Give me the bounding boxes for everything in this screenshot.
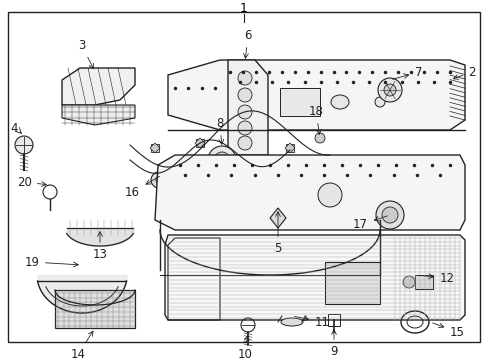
Circle shape (317, 183, 341, 207)
Polygon shape (195, 138, 204, 148)
Polygon shape (62, 68, 135, 105)
Polygon shape (164, 235, 464, 320)
Ellipse shape (374, 97, 384, 107)
Text: 5: 5 (274, 212, 281, 255)
Text: 13: 13 (92, 232, 107, 261)
Circle shape (402, 276, 414, 288)
Bar (280, 88, 319, 116)
Circle shape (238, 105, 251, 119)
Circle shape (15, 136, 33, 154)
Bar (151, 144, 159, 152)
Bar (55, 290, 135, 328)
Text: 16: 16 (125, 176, 159, 198)
Circle shape (238, 136, 251, 150)
Text: 8: 8 (216, 117, 223, 144)
Polygon shape (150, 143, 160, 153)
Ellipse shape (156, 175, 168, 185)
Text: 18: 18 (308, 105, 323, 134)
Text: 11: 11 (294, 315, 329, 328)
Text: 2: 2 (452, 66, 474, 79)
Ellipse shape (151, 171, 173, 189)
Text: 14: 14 (70, 331, 93, 360)
Circle shape (207, 146, 236, 174)
Bar (327, 314, 339, 326)
Polygon shape (285, 143, 294, 153)
Bar (414, 275, 432, 289)
Text: 3: 3 (78, 39, 93, 69)
Ellipse shape (281, 318, 303, 326)
Text: 9: 9 (329, 330, 337, 358)
Ellipse shape (330, 95, 348, 109)
Bar (285, 144, 293, 152)
Text: 17: 17 (352, 216, 386, 231)
Polygon shape (249, 147, 260, 157)
Text: 20: 20 (17, 175, 46, 189)
Circle shape (381, 207, 397, 223)
Bar (196, 139, 203, 147)
Circle shape (383, 84, 395, 96)
Text: 6: 6 (243, 29, 251, 58)
Circle shape (238, 71, 251, 85)
Polygon shape (62, 105, 135, 125)
Bar (325, 262, 379, 304)
Polygon shape (168, 60, 464, 130)
Circle shape (314, 133, 325, 143)
Text: 7: 7 (392, 66, 422, 79)
Text: 12: 12 (417, 271, 454, 284)
Circle shape (375, 201, 403, 229)
Text: 19: 19 (25, 256, 78, 269)
Text: 15: 15 (432, 323, 464, 338)
Polygon shape (269, 208, 285, 228)
Text: 4: 4 (10, 122, 18, 135)
Polygon shape (155, 155, 464, 230)
Circle shape (214, 152, 229, 168)
Polygon shape (227, 60, 267, 155)
Circle shape (238, 121, 251, 135)
Circle shape (238, 88, 251, 102)
Text: 1: 1 (240, 1, 247, 14)
Bar (250, 148, 259, 156)
Text: 10: 10 (237, 336, 252, 360)
Circle shape (377, 78, 401, 102)
